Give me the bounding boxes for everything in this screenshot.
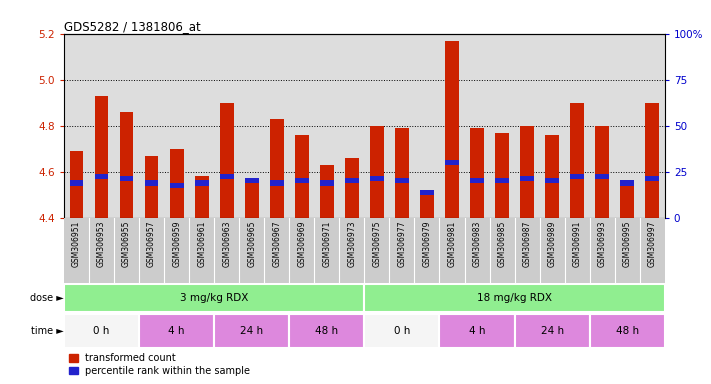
Bar <box>370 176 384 181</box>
Bar <box>365 314 439 348</box>
Text: GSM306991: GSM306991 <box>572 221 582 267</box>
Text: 4 h: 4 h <box>169 326 185 336</box>
Bar <box>70 180 83 185</box>
Bar <box>395 178 409 183</box>
Text: GSM306957: GSM306957 <box>147 221 156 267</box>
Bar <box>95 174 108 179</box>
Text: GSM306983: GSM306983 <box>473 221 481 267</box>
Text: 4 h: 4 h <box>469 326 486 336</box>
Text: GSM306979: GSM306979 <box>422 221 432 267</box>
Bar <box>520 126 534 218</box>
Text: dose ►: dose ► <box>31 293 64 303</box>
Bar <box>420 190 434 218</box>
Text: GSM306973: GSM306973 <box>348 221 356 267</box>
Bar <box>570 103 584 218</box>
Text: GSM306961: GSM306961 <box>197 221 206 267</box>
Text: GSM306967: GSM306967 <box>272 221 282 267</box>
Text: 0 h: 0 h <box>394 326 410 336</box>
Bar <box>195 176 208 218</box>
Text: GSM306995: GSM306995 <box>623 221 632 267</box>
Bar <box>245 178 259 183</box>
Text: GSM306975: GSM306975 <box>373 221 381 267</box>
Bar <box>570 174 584 179</box>
Legend: transformed count, percentile rank within the sample: transformed count, percentile rank withi… <box>69 353 250 376</box>
Bar <box>445 41 459 218</box>
Bar <box>495 133 509 218</box>
Bar <box>214 314 289 348</box>
Bar <box>119 176 134 181</box>
Bar <box>515 314 589 348</box>
Bar <box>345 158 359 218</box>
Bar <box>70 151 83 218</box>
Bar <box>220 174 234 179</box>
Bar <box>595 126 609 218</box>
Text: 24 h: 24 h <box>240 326 263 336</box>
Bar <box>295 178 309 183</box>
Text: 48 h: 48 h <box>315 326 338 336</box>
Bar <box>420 190 434 195</box>
Text: GSM306989: GSM306989 <box>547 221 557 267</box>
Bar <box>170 149 183 218</box>
Text: GSM306971: GSM306971 <box>322 221 331 267</box>
Text: GSM306955: GSM306955 <box>122 221 131 267</box>
Text: 3 mg/kg RDX: 3 mg/kg RDX <box>180 293 248 303</box>
Bar <box>139 314 214 348</box>
Text: GSM306993: GSM306993 <box>598 221 606 267</box>
Bar <box>64 284 365 313</box>
Text: 24 h: 24 h <box>540 326 564 336</box>
Text: GSM306953: GSM306953 <box>97 221 106 267</box>
Bar <box>470 178 484 183</box>
Bar <box>495 178 509 183</box>
Bar <box>365 284 665 313</box>
Text: GSM306977: GSM306977 <box>397 221 407 267</box>
Text: 0 h: 0 h <box>93 326 109 336</box>
Text: GSM306959: GSM306959 <box>172 221 181 267</box>
Bar <box>370 126 384 218</box>
Bar <box>64 314 139 348</box>
Bar <box>320 165 333 218</box>
Bar <box>520 176 534 181</box>
Bar <box>439 314 515 348</box>
Bar <box>646 176 659 181</box>
Bar <box>445 160 459 165</box>
Bar <box>345 178 359 183</box>
Bar <box>95 96 108 218</box>
Text: GSM306981: GSM306981 <box>447 221 456 267</box>
Bar <box>145 156 159 218</box>
Text: GSM306987: GSM306987 <box>523 221 532 267</box>
Text: GDS5282 / 1381806_at: GDS5282 / 1381806_at <box>64 20 201 33</box>
Bar <box>270 180 284 185</box>
Bar <box>470 128 484 218</box>
Text: 18 mg/kg RDX: 18 mg/kg RDX <box>477 293 552 303</box>
Bar <box>145 180 159 185</box>
Text: GSM306965: GSM306965 <box>247 221 256 267</box>
Text: GSM306997: GSM306997 <box>648 221 657 267</box>
Bar <box>295 135 309 218</box>
Bar <box>119 112 134 218</box>
Text: GSM306963: GSM306963 <box>223 221 231 267</box>
Text: 48 h: 48 h <box>616 326 638 336</box>
Bar <box>245 179 259 218</box>
Bar <box>589 314 665 348</box>
Bar <box>545 178 559 183</box>
Bar <box>595 174 609 179</box>
Bar <box>320 180 333 185</box>
Bar <box>270 119 284 218</box>
Text: time ►: time ► <box>31 326 64 336</box>
Text: GSM306985: GSM306985 <box>498 221 506 267</box>
Bar <box>646 103 659 218</box>
Bar <box>395 128 409 218</box>
Text: GSM306969: GSM306969 <box>297 221 306 267</box>
Bar <box>220 103 234 218</box>
Bar <box>170 183 183 188</box>
Bar <box>621 181 634 218</box>
Bar <box>545 135 559 218</box>
Bar <box>195 180 208 185</box>
Text: GSM306951: GSM306951 <box>72 221 81 267</box>
Bar <box>289 314 365 348</box>
Bar <box>621 180 634 185</box>
